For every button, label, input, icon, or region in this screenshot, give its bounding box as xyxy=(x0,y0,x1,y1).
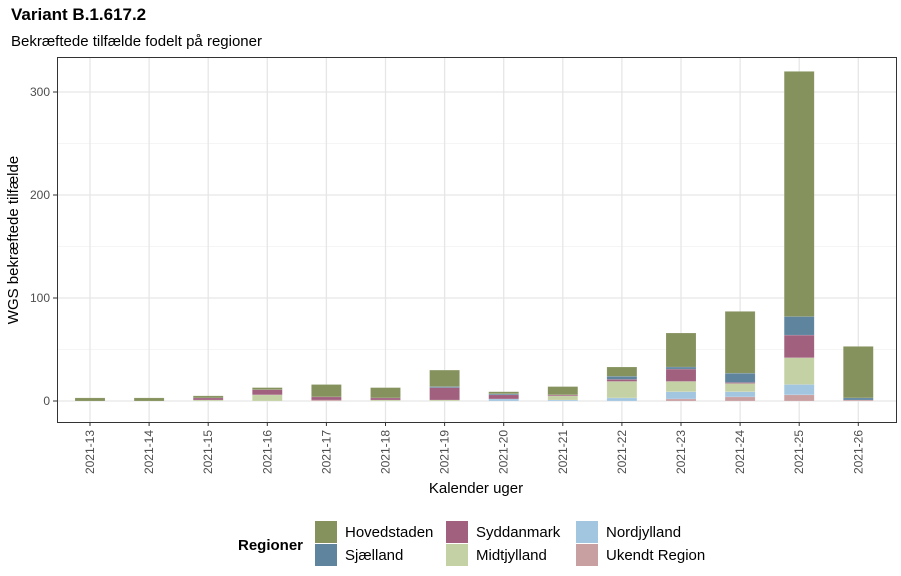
bar-segment-sjælland-2021-25 xyxy=(783,316,815,336)
bar-segment-sjælland-2021-22 xyxy=(606,376,638,380)
bar-segment-hovedstaden-2021-16 xyxy=(252,387,283,390)
bar-segment-nordjylland-2021-22 xyxy=(606,397,638,402)
bar-segment-hovedstaden-2021-15 xyxy=(192,395,224,399)
bar-segment-hovedstaden-2021-20 xyxy=(488,391,519,395)
legend-label: Hovedstaden xyxy=(345,524,433,541)
bar-segment-syddanmark-2021-22 xyxy=(606,379,638,382)
bar-segment-hovedstaden-2021-13 xyxy=(74,397,106,402)
bar-segment-ukendt-region-2021-24 xyxy=(724,396,756,402)
x-tick-label: 2021-24 xyxy=(733,430,747,474)
bar-segment-ukendt-region-2021-23 xyxy=(665,398,697,402)
x-tick-label: 2021-18 xyxy=(379,430,393,474)
bar-segment-midtjylland-2021-24 xyxy=(724,383,756,392)
bar-segment-syddanmark-2021-23 xyxy=(665,368,697,382)
x-tick-label: 2021-21 xyxy=(556,430,570,474)
legend-key-hovedstaden xyxy=(315,521,337,543)
bar-segment-ukendt-region-2021-25 xyxy=(783,394,815,402)
bar-segment-hovedstaden-2021-22 xyxy=(606,366,638,377)
y-tick-label: 200 xyxy=(30,188,50,202)
bar-segment-syddanmark-2021-17 xyxy=(311,396,342,401)
x-tick-label: 2021-25 xyxy=(792,430,806,474)
bar-segment-hovedstaden-2021-26 xyxy=(843,346,874,399)
legend-key-ukendt-region xyxy=(576,544,598,566)
x-tick-label: 2021-20 xyxy=(497,430,511,474)
x-axis-label: Kalender uger xyxy=(429,480,523,497)
bar-segment-sjælland-2021-23 xyxy=(665,366,697,370)
bar-segment-midtjylland-2021-19 xyxy=(429,399,460,402)
legend-key-sjælland xyxy=(315,544,337,566)
y-tick-label: 300 xyxy=(30,85,50,99)
bar-segment-midtjylland-2021-23 xyxy=(665,381,697,392)
x-axis: 2021-13 2021-14 2021-15 2021-16 2021-17 2021-… xyxy=(83,422,865,474)
x-tick-label: 2021-15 xyxy=(201,430,215,474)
panel-background xyxy=(57,57,896,422)
bar-segment-nordjylland-2021-20 xyxy=(488,398,519,402)
bar-segment-syddanmark-2021-19 xyxy=(429,387,460,401)
x-tick-label: 2021-23 xyxy=(674,430,688,474)
legend-label: Sjælland xyxy=(345,547,403,564)
bar-segment-nordjylland-2021-23 xyxy=(665,391,697,400)
bar-segment-hovedstaden-2021-21 xyxy=(547,386,579,396)
x-tick-label: 2021-17 xyxy=(319,430,333,474)
bar-segment-hovedstaden-2021-23 xyxy=(665,332,697,368)
legend-title: Regioner xyxy=(238,537,303,554)
legend-label: Syddanmark xyxy=(476,524,561,541)
bar-segment-nordjylland-2021-24 xyxy=(724,391,756,398)
legend-label: Midtjylland xyxy=(476,547,547,564)
x-tick-label: 2021-19 xyxy=(438,430,452,474)
legend-label: Ukendt Region xyxy=(606,547,705,564)
legend: Regioner Hovedstaden Sjælland Syddanmark Mi… xyxy=(238,521,705,566)
bar-segment-hovedstaden-2021-19 xyxy=(429,369,460,387)
bar-segment-syddanmark-2021-21 xyxy=(547,394,579,397)
x-tick-label: 2021-22 xyxy=(615,430,629,474)
bar-segment-hovedstaden-2021-25 xyxy=(783,71,815,317)
bar-segment-midtjylland-2021-21 xyxy=(547,395,579,401)
bar-segment-midtjylland-2021-25 xyxy=(783,357,815,385)
bar-segment-midtjylland-2021-16 xyxy=(252,394,283,402)
legend-key-syddanmark xyxy=(446,521,468,543)
bar-segment-hovedstaden-2021-18 xyxy=(370,387,401,399)
bar-segment-hovedstaden-2021-24 xyxy=(724,311,756,374)
bar-segment-syddanmark-2021-15 xyxy=(192,397,224,401)
chart-subtitle: Bekræftede tilfælde fodelt på regioner xyxy=(11,33,262,50)
bar-segment-syddanmark-2021-25 xyxy=(783,334,815,358)
x-tick-label: 2021-13 xyxy=(83,430,97,474)
y-tick-label: 100 xyxy=(30,291,50,305)
legend-label: Nordjylland xyxy=(606,524,681,541)
y-axis: 0 100 200 300 xyxy=(30,85,57,408)
legend-key-midtjylland xyxy=(446,544,468,566)
x-tick-label: 2021-16 xyxy=(260,430,274,474)
bars xyxy=(74,71,874,402)
chart-title: Variant B.1.617.2 xyxy=(11,5,146,24)
bar-segment-syddanmark-2021-16 xyxy=(252,389,283,396)
bar-segment-midtjylland-2021-22 xyxy=(606,381,638,399)
x-tick-label: 2021-26 xyxy=(851,430,865,474)
grid xyxy=(57,57,896,422)
bar-segment-hovedstaden-2021-17 xyxy=(311,384,342,398)
bar-segment-hovedstaden-2021-14 xyxy=(133,397,165,402)
y-axis-label: WGS bekræftede tilfælde xyxy=(5,156,22,324)
bar-segment-sjælland-2021-26 xyxy=(843,397,874,401)
bar-segment-nordjylland-2021-25 xyxy=(783,384,815,396)
bar-segment-syddanmark-2021-20 xyxy=(488,394,519,400)
bar-segment-sjælland-2021-24 xyxy=(724,372,756,383)
y-tick-label: 0 xyxy=(43,394,50,408)
x-tick-label: 2021-14 xyxy=(142,430,156,474)
legend-key-nordjylland xyxy=(576,521,598,543)
panel-border xyxy=(57,57,897,423)
bar-segment-syddanmark-2021-18 xyxy=(370,397,401,401)
